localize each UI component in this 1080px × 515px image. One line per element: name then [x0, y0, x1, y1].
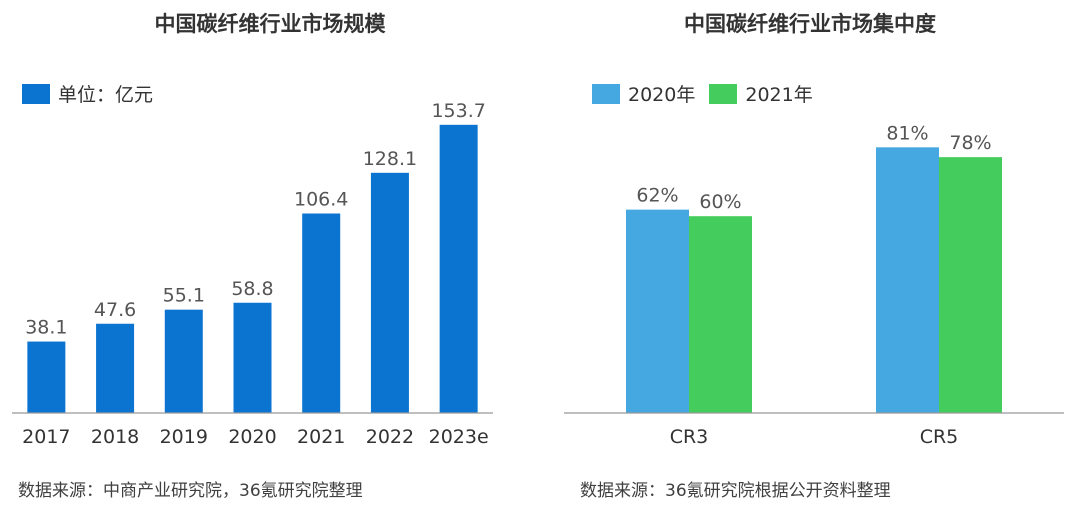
data-label: 153.7: [431, 100, 485, 122]
data-label: 38.1: [25, 317, 67, 339]
legend-item: 2021年: [709, 80, 813, 107]
legend-item: 单位：亿元: [22, 80, 153, 107]
bar: [439, 124, 478, 413]
data-label: 47.6: [94, 299, 136, 321]
bar: [233, 302, 272, 413]
chart-title: 中国碳纤维行业市场集中度: [684, 12, 936, 36]
x-tick-label: 2018: [91, 426, 139, 448]
bar: [939, 157, 1002, 413]
bar: [626, 209, 689, 413]
market-size-chart: 中国碳纤维行业市场规模 单位：亿元 38.1 2017 47.6 2018 55.1 20…: [12, 12, 493, 501]
data-label: 62%: [636, 185, 678, 207]
bar: [164, 309, 203, 413]
x-tick-label: 2023e: [429, 426, 489, 448]
data-label: 81%: [886, 122, 928, 144]
data-label: 128.1: [363, 148, 417, 170]
bar: [96, 323, 135, 413]
bar: [370, 172, 409, 413]
legend-label: 单位：亿元: [58, 84, 154, 106]
bar-plot: 62% 60% CR3 81% 78% CR5: [564, 122, 1064, 448]
bar: [27, 341, 66, 413]
data-label: 58.8: [231, 278, 273, 300]
chart-legend: 2020年 2021年: [592, 80, 827, 107]
legend-swatch: [592, 83, 620, 104]
bar: [689, 216, 752, 413]
x-tick-label: 2021: [297, 426, 345, 448]
x-tick-label: 2019: [160, 426, 208, 448]
market-concentration-chart: 中国碳纤维行业市场集中度 2020年 2021年 62% 60% CR3 81% 78%…: [540, 0, 1080, 515]
data-label: 106.4: [294, 189, 348, 211]
data-source-note: 数据来源：中商产业研究院，36氪研究院整理: [18, 481, 363, 501]
chart-title: 中国碳纤维行业市场规模: [154, 12, 386, 36]
bar: [302, 213, 341, 413]
legend-swatch: [22, 83, 50, 104]
bar: [876, 147, 939, 413]
legend-label: 2020年: [628, 84, 696, 106]
x-tick-label: 2022: [366, 426, 414, 448]
data-label: 78%: [949, 132, 991, 154]
data-label: 60%: [699, 191, 741, 213]
x-tick-label: CR3: [670, 426, 709, 448]
data-source-note: 数据来源：36氪研究院根据公开资料整理: [580, 481, 891, 501]
data-label: 55.1: [163, 285, 205, 307]
x-tick-label: CR5: [920, 426, 959, 448]
legend-swatch: [709, 83, 738, 104]
x-tick-label: 2017: [22, 426, 70, 448]
bar-plot: 38.1 2017 47.6 2018 55.1 2019 58.8 2020 106.4 202…: [12, 100, 493, 448]
chart-legend: 单位：亿元: [22, 80, 167, 107]
x-tick-label: 2020: [228, 426, 276, 448]
legend-item: 2020年: [592, 80, 695, 107]
legend-label: 2021年: [745, 84, 813, 106]
